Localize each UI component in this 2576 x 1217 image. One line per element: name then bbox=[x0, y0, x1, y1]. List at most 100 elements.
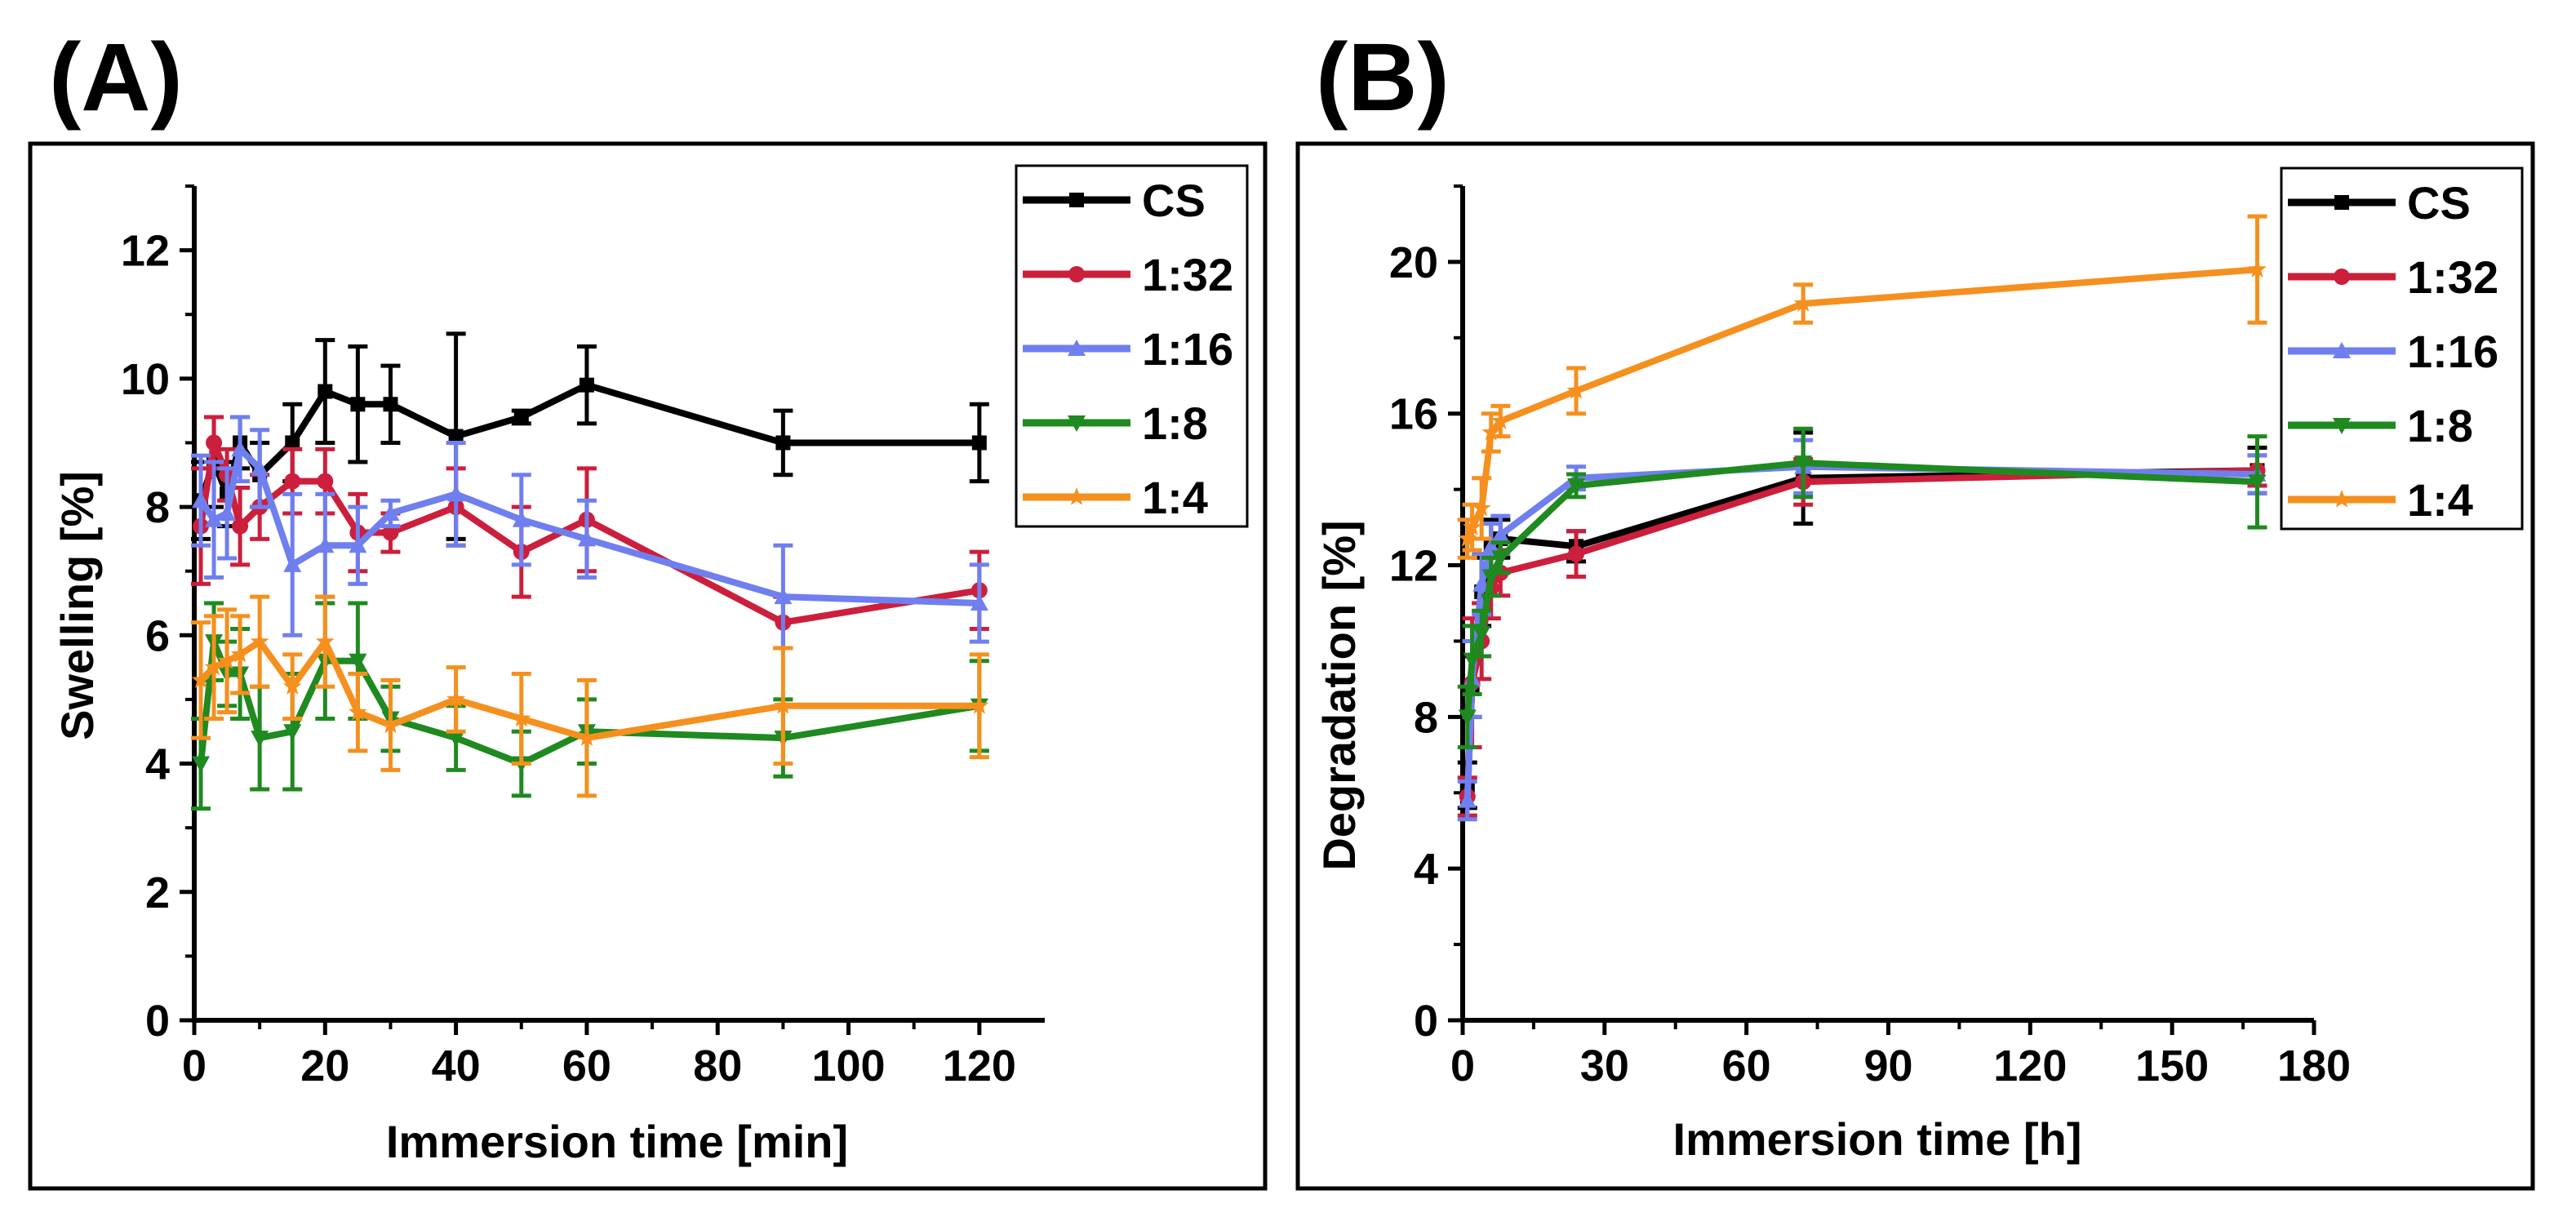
chart-b-data-point bbox=[1458, 529, 1477, 547]
chart-a-data-point bbox=[317, 473, 334, 490]
chart-a-data-point bbox=[284, 473, 301, 490]
chart-a-data-point bbox=[513, 410, 529, 425]
chart-b-legend-label: 1:4 bbox=[2407, 474, 2473, 526]
chart-b-y-tick-label: 8 bbox=[1414, 693, 1438, 742]
chart-b-legend-label: 1:8 bbox=[2407, 400, 2473, 451]
chart-b-data-point bbox=[1490, 411, 1510, 429]
chart-a-data-point bbox=[350, 397, 366, 412]
chart-a-data-point bbox=[251, 459, 269, 476]
chart-b-x-tick-label: 180 bbox=[2277, 1042, 2351, 1090]
chart-a-data-point bbox=[381, 715, 400, 734]
chart-a-data-point bbox=[318, 384, 333, 399]
chart-b-y-axis-title: Degradation [%] bbox=[1313, 520, 1365, 870]
chart-b-series-1:4 bbox=[1457, 214, 2267, 560]
chart-a-data-point bbox=[446, 485, 465, 502]
chart-b-y-tick-label: 16 bbox=[1389, 390, 1438, 439]
chart-a-x-tick-label: 60 bbox=[562, 1042, 611, 1090]
chart-a-x-axis-title: Immersion time [min] bbox=[386, 1116, 848, 1167]
chart-a-data-point bbox=[577, 530, 596, 547]
chart-a-legend: CS 1:32 1:16 1:8 1:4 bbox=[1015, 164, 1249, 528]
chart-a-data-point bbox=[774, 588, 793, 605]
chart-a-data-point bbox=[315, 632, 335, 650]
chart-b-y-tick-label: 20 bbox=[1389, 238, 1438, 287]
chart-a-data-point bbox=[217, 651, 237, 669]
chart-b-x-tick-label: 30 bbox=[1580, 1042, 1629, 1090]
chart-b-data-point bbox=[1458, 709, 1477, 726]
chart-a-data-point bbox=[382, 524, 399, 541]
chart-b-data-point bbox=[1491, 550, 1510, 567]
chart-b-x-tick-label: 120 bbox=[1993, 1042, 2067, 1090]
chart-a-data-point bbox=[282, 677, 302, 695]
chart-b-data-point bbox=[1472, 626, 1491, 643]
chart-a-y-axis-title: Swelling [%] bbox=[51, 471, 103, 740]
chart-a-series-1:4 bbox=[191, 594, 989, 798]
chart-a-legend-label: 1:4 bbox=[1142, 472, 1208, 523]
chart-a-x-tick-label: 80 bbox=[693, 1042, 742, 1090]
chart-b-data-point bbox=[1568, 545, 1585, 562]
chart-a-data-point bbox=[448, 429, 464, 444]
chart-a-data-point bbox=[446, 689, 465, 708]
chart-a-data-point bbox=[775, 435, 791, 451]
chart-a-data-point bbox=[192, 491, 211, 509]
chart-a-data-point bbox=[512, 708, 531, 727]
chart-a-data-point bbox=[349, 653, 367, 670]
panel-b-frame bbox=[1295, 141, 2535, 1191]
chart-a-data-point bbox=[381, 504, 400, 521]
chart-b-series-line bbox=[1463, 460, 2258, 717]
chart-b-x-tick-label: 60 bbox=[1722, 1042, 1771, 1090]
chart-b-data-point bbox=[1793, 294, 1813, 312]
chart-a-x-tick-label: 40 bbox=[432, 1042, 481, 1090]
panel-a-label: (A) bbox=[49, 24, 183, 131]
chart-a-series-1:32 bbox=[191, 415, 989, 651]
chart-b-legend-marker bbox=[2334, 269, 2350, 285]
chart-a-legend-marker bbox=[1068, 266, 1085, 282]
chart-b-y-tick-label: 4 bbox=[1414, 845, 1438, 894]
chart-a-data-point bbox=[349, 536, 367, 553]
chart-b-data-point bbox=[1566, 380, 1586, 399]
chart-b-data-point bbox=[1794, 455, 1813, 473]
chart-b-legend-marker bbox=[2333, 418, 2351, 434]
chart-a-x-tick-label: 100 bbox=[811, 1042, 885, 1090]
chart-a-x-tick-label: 120 bbox=[943, 1042, 1016, 1090]
chart-a-data-point bbox=[192, 756, 211, 773]
chart-a-data-point bbox=[446, 731, 465, 748]
chart-a-data-point bbox=[512, 510, 531, 527]
chart-a-x-tick-label: 20 bbox=[300, 1042, 349, 1090]
chart-b-x-tick-label: 90 bbox=[1863, 1042, 1912, 1090]
chart-a-legend-label: 1:32 bbox=[1142, 249, 1233, 300]
chart-b-data-point bbox=[1463, 517, 1481, 535]
chart-a-series-line bbox=[198, 446, 979, 606]
chart-a-series-CS bbox=[191, 331, 989, 541]
chart-b-series-line bbox=[1463, 467, 2258, 797]
chart-b: 0 30 60 90 120 150 180 0 4 8 12 16 20 CS 1:32 1:16 1:8 1:… bbox=[1389, 167, 2524, 1090]
chart-a-data-point bbox=[218, 504, 237, 521]
chart-a-legend-label: 1:16 bbox=[1142, 323, 1233, 375]
chart-a-data-point bbox=[349, 702, 367, 721]
chart-a-series-line bbox=[198, 439, 980, 626]
chart-b-data-point bbox=[1491, 526, 1510, 543]
chart-b-y-tick-label: 12 bbox=[1389, 542, 1438, 591]
chart-b-legend-marker bbox=[2334, 195, 2349, 210]
chart-a-data-point bbox=[316, 536, 335, 553]
chart-b-series-line bbox=[1463, 463, 2258, 801]
chart-a-data-point bbox=[230, 644, 250, 663]
chart-a-data-point bbox=[971, 435, 987, 451]
chart-a-y-tick-label: 8 bbox=[145, 483, 170, 532]
chart-a-y-tick-label: 12 bbox=[121, 227, 170, 276]
chart-b-data-point bbox=[1472, 498, 1491, 517]
chart-a-data-point bbox=[970, 695, 989, 714]
chart-a-data-point bbox=[206, 434, 223, 451]
chart-a-legend-label: 1:8 bbox=[1142, 398, 1208, 449]
chart-a-y-tick-label: 10 bbox=[121, 355, 170, 404]
chart-a-data-point bbox=[383, 397, 398, 412]
chart-a-y-tick-label: 0 bbox=[145, 997, 170, 1046]
chart-a-series-1:16 bbox=[191, 415, 989, 651]
chart-a-legend-label: CS bbox=[1142, 175, 1206, 226]
chart-a-data-point bbox=[250, 632, 269, 650]
chart-a-data-point bbox=[774, 695, 793, 714]
chart-a-data-point bbox=[231, 440, 250, 457]
chart-b-legend-label: 1:16 bbox=[2407, 326, 2498, 377]
chart-a-data-point bbox=[970, 594, 988, 611]
chart-b-legend-marker bbox=[2333, 342, 2351, 358]
